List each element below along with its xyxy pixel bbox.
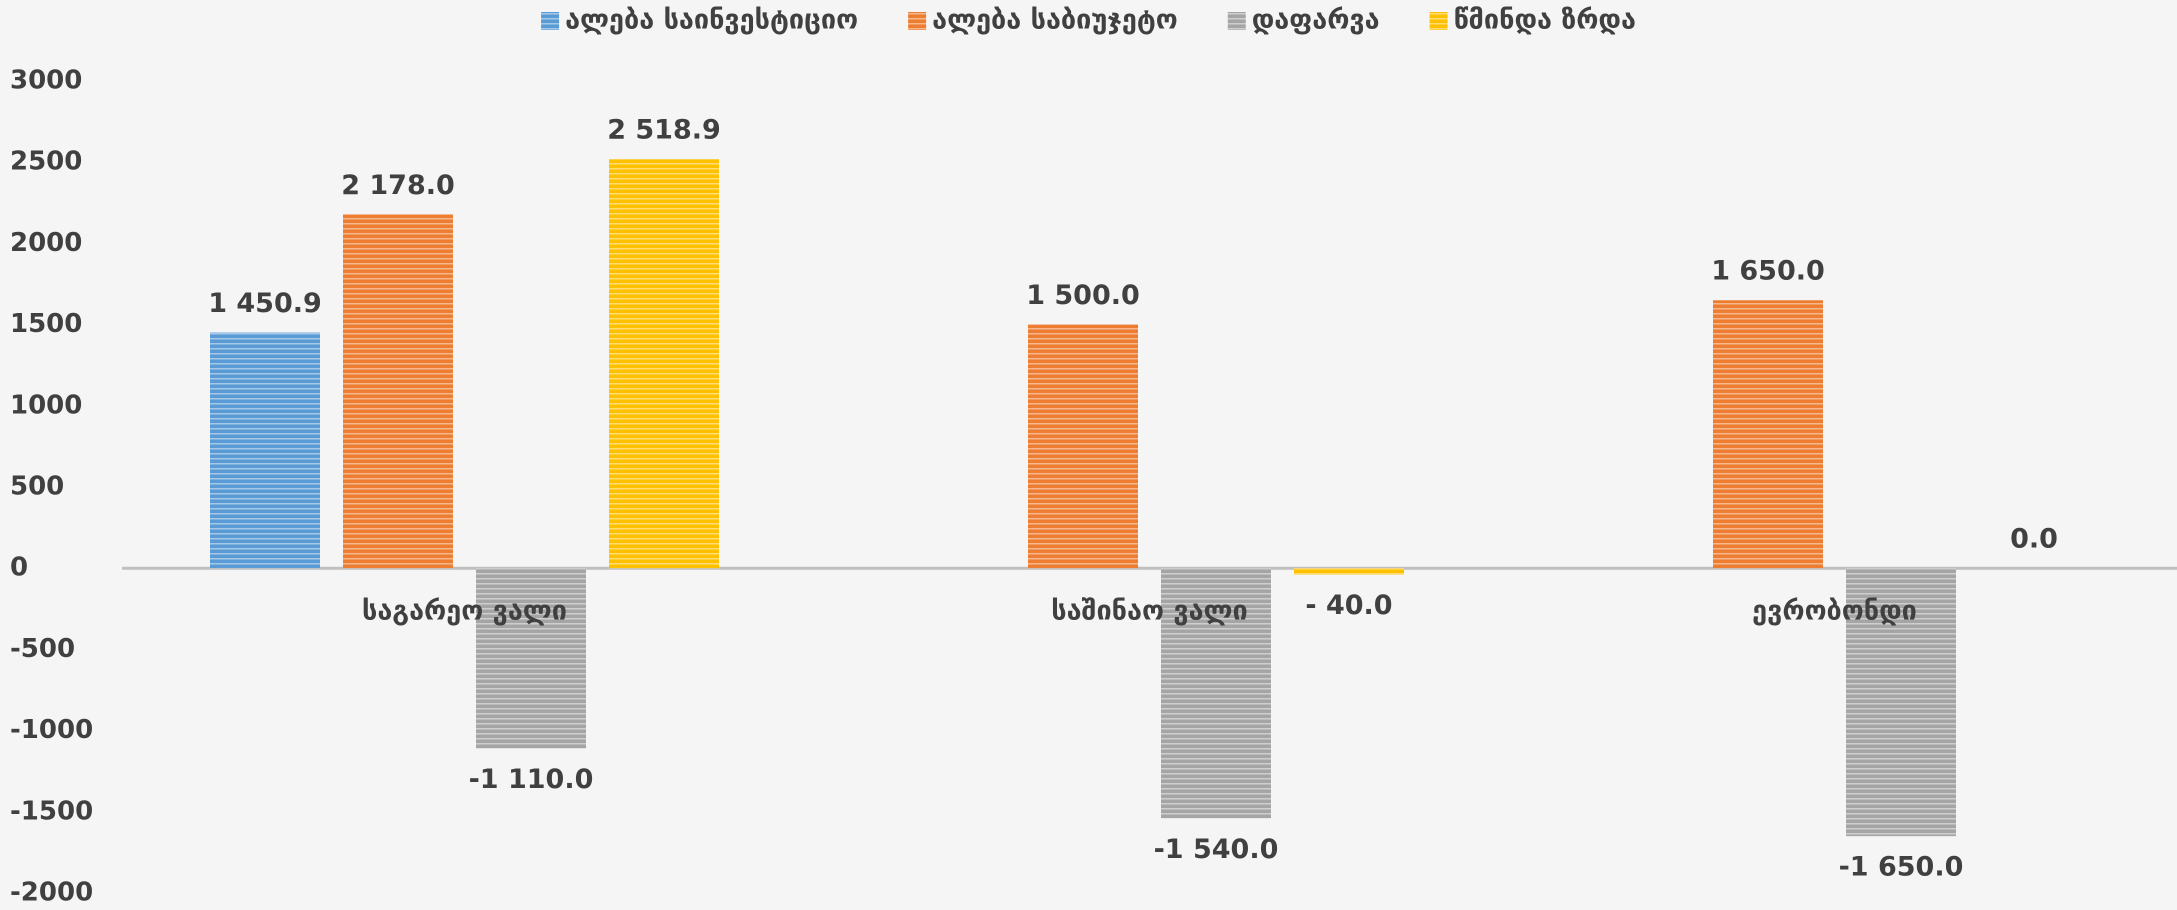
- bar: [1713, 300, 1823, 569]
- bar: [1846, 568, 1956, 837]
- data-label: 0.0: [2010, 524, 2058, 555]
- y-tick-label: 500: [10, 472, 64, 502]
- data-label: -1 110.0: [469, 764, 594, 795]
- data-label: -1 650.0: [1839, 852, 1964, 883]
- x-tick-label: საგარეო ვალი: [362, 596, 567, 627]
- legend-label: ალება საბიუჯეტო: [932, 5, 1178, 36]
- bar: [476, 568, 586, 749]
- bar: [343, 214, 453, 569]
- y-tick-label: 1000: [10, 390, 82, 420]
- data-label: 1 500.0: [1026, 280, 1140, 311]
- x-tick-label: საშინაო ვალი: [1051, 596, 1248, 627]
- y-tick-label: 0: [10, 553, 28, 583]
- bar: [210, 332, 320, 569]
- bar: [1294, 568, 1404, 575]
- y-tick-label: -500: [10, 634, 75, 664]
- legend-swatch: [908, 12, 927, 30]
- legend: ალება საინვესტიციო ალება საბიუჯეტო დაფარვა…: [541, 5, 1636, 36]
- legend-label: დაფარვა: [1252, 5, 1380, 36]
- data-label: 1 450.9: [208, 288, 322, 319]
- bar: [1028, 324, 1138, 569]
- bar: [609, 159, 719, 569]
- data-label: -1 540.0: [1154, 834, 1279, 865]
- legend-swatch: [1227, 12, 1246, 30]
- data-label: 2 518.9: [607, 115, 721, 146]
- y-tick-label: 2000: [10, 228, 82, 258]
- data-label: - 40.0: [1305, 590, 1392, 621]
- legend-swatch: [1429, 12, 1448, 30]
- y-tick-label: -1500: [10, 796, 93, 826]
- y-tick-label: -2000: [10, 878, 93, 908]
- data-label: 2 178.0: [341, 170, 455, 201]
- y-tick-label: 3000: [10, 66, 82, 96]
- legend-label: ალება საინვესტიციო: [565, 5, 858, 36]
- legend-label: წმინდა ზრდა: [1454, 5, 1636, 36]
- y-tick-label: 1500: [10, 309, 82, 339]
- y-tick-label: 2500: [10, 147, 82, 177]
- bar: [1161, 568, 1271, 819]
- x-tick-label: ევრობონდი: [1752, 596, 1917, 627]
- y-tick-label: -1000: [10, 715, 93, 745]
- legend-swatch: [541, 12, 560, 30]
- data-label: 1 650.0: [1711, 256, 1825, 287]
